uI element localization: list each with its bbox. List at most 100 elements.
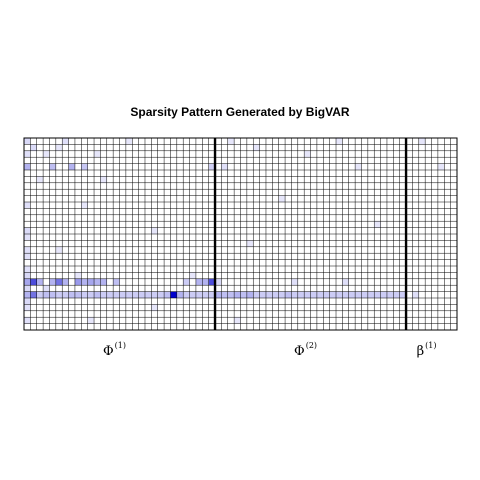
- heatmap-cell: [399, 291, 407, 298]
- heatmap-cell: [144, 291, 152, 298]
- heatmap-cell: [119, 291, 126, 298]
- heatmap-cell: [36, 176, 44, 183]
- heatmap-cell: [49, 291, 56, 298]
- heatmap-cell: [285, 291, 292, 298]
- heatmap-cell: [24, 285, 31, 292]
- heatmap-cell: [24, 150, 31, 158]
- heatmap-cell: [94, 278, 101, 286]
- heatmap-cell: [208, 163, 216, 170]
- heatmap-cell: [195, 291, 203, 298]
- heatmap-cell: [316, 291, 324, 298]
- heatmap-cell: [202, 278, 209, 286]
- heatmap-cell: [278, 291, 286, 298]
- heatmap-cell: [265, 291, 273, 298]
- block-label-superscript: (1): [115, 341, 126, 350]
- block-label-superscript: (2): [306, 341, 317, 350]
- heatmap-cell: [74, 291, 82, 298]
- heatmap-cell: [30, 144, 37, 151]
- heatmap-cell: [24, 304, 31, 311]
- heatmap-cell: [227, 138, 235, 145]
- heatmap-cell: [329, 291, 337, 298]
- heatmap-cell: [43, 150, 50, 158]
- heatmap-cell: [81, 278, 88, 286]
- heatmap-cell: [227, 291, 235, 298]
- heatmap-cell: [304, 291, 311, 298]
- heatmap-cell: [106, 291, 114, 298]
- heatmap-cell: [336, 291, 343, 298]
- heatmap-cell: [113, 278, 120, 286]
- heatmap-cell: [157, 291, 165, 298]
- heatmap-cell: [100, 291, 107, 298]
- heatmap-cell: [221, 291, 228, 298]
- heatmap-cell: [55, 144, 63, 151]
- heatmap-cell: [246, 291, 254, 298]
- heatmap-cell: [437, 163, 445, 170]
- heatmap-cell: [132, 291, 139, 298]
- heatmap-cell: [49, 278, 56, 286]
- block-label: Φ(2): [294, 341, 317, 359]
- block-label: Φ(1): [103, 341, 126, 359]
- heatmap-cell: [81, 163, 88, 170]
- heatmap-cell: [94, 291, 101, 298]
- heatmap-cell: [393, 291, 400, 298]
- heatmap-cell: [215, 278, 222, 286]
- heatmap-cell: [87, 278, 95, 286]
- heatmap-cell: [208, 291, 216, 298]
- heatmap-cell: [195, 278, 203, 286]
- heatmap-cell: [30, 278, 37, 286]
- heatmap-cell: [259, 291, 266, 298]
- block-label: β(1): [417, 341, 437, 359]
- heatmap-cell: [68, 163, 75, 170]
- heatmap-cell: [24, 266, 31, 273]
- heatmap-cell: [125, 138, 133, 145]
- heatmap-cell: [24, 246, 31, 254]
- heatmap-cell: [240, 291, 247, 298]
- heatmap-cell: [418, 138, 426, 145]
- heatmap-cell: [246, 240, 254, 247]
- grid-lines: [23, 137, 458, 331]
- heatmap-cell: [164, 291, 171, 298]
- block-dividers: [213, 138, 408, 330]
- heatmap-cell: [272, 291, 279, 298]
- heatmap-cell: [24, 291, 31, 298]
- heatmap-cell: [176, 291, 184, 298]
- heatmap-cell: [62, 291, 69, 298]
- heatmap-cell: [87, 317, 95, 324]
- heatmap-cell: [100, 278, 107, 286]
- heatmap-cell: [348, 291, 356, 298]
- heatmap-cell: [62, 278, 69, 286]
- heatmap-cell: [386, 291, 394, 298]
- chart-title: Sparsity Pattern Generated by BigVAR: [130, 105, 350, 119]
- heatmap-cell: [24, 234, 31, 241]
- heatmap-cell: [49, 163, 56, 170]
- heatmap-cell: [183, 278, 190, 286]
- heatmap-cell: [24, 317, 31, 324]
- heatmap-cell: [151, 227, 158, 234]
- heatmap-cell: [342, 291, 349, 298]
- heatmap-cell: [234, 317, 241, 324]
- heatmap-cell: [43, 291, 50, 298]
- heatmap-cell: [81, 202, 88, 209]
- heatmap-cell: [36, 291, 44, 298]
- heatmap-cell: [297, 291, 305, 298]
- heatmap-cell: [24, 278, 31, 286]
- heatmap-cell: [202, 291, 209, 298]
- plot-frame: [23, 137, 458, 331]
- heatmap-cell: [189, 272, 196, 279]
- heatmap-cell: [24, 227, 31, 234]
- heatmap-cell: [81, 291, 88, 298]
- heatmap-cell: [183, 291, 190, 298]
- heatmap-cell: [253, 144, 260, 151]
- block-labels: Φ(1) Φ(2) β(1): [103, 341, 436, 359]
- block-label-base: β: [417, 344, 425, 359]
- heatmap-cell: [234, 291, 241, 298]
- heatmap-cell: [55, 291, 63, 298]
- heatmap-cell: [151, 304, 158, 311]
- heatmap-cell: [100, 176, 107, 183]
- heatmap-cells: [24, 138, 445, 324]
- heatmap-cell: [74, 278, 82, 286]
- heatmap-cell: [355, 163, 362, 170]
- heatmap-cell: [374, 291, 381, 298]
- heatmap-cell: [55, 278, 63, 286]
